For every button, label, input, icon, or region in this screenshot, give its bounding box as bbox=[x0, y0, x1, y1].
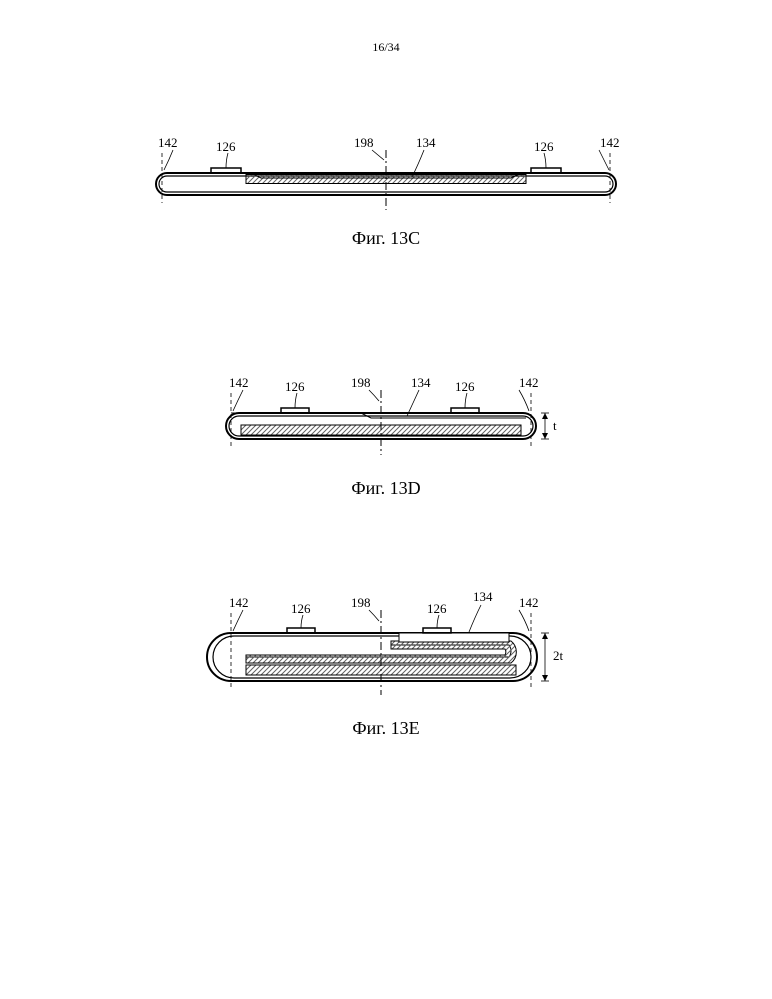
figure-13d-caption: Фиг. 13D bbox=[0, 478, 772, 499]
figure-13c-caption: Фиг. 13C bbox=[0, 228, 772, 249]
ref-142-right: 142 bbox=[600, 135, 620, 151]
ref-142-left: 142 bbox=[229, 375, 249, 391]
ref-134: 134 bbox=[473, 589, 493, 605]
figure-13d-drawing: 142 142 126 126 198 134 t bbox=[191, 365, 581, 470]
ref-142-right: 142 bbox=[519, 375, 539, 391]
figure-13d: 142 142 126 126 198 134 t Фиг. 13D bbox=[0, 365, 772, 499]
figure-13e-drawing: 142 142 126 126 198 134 2t bbox=[191, 585, 581, 710]
ref-198: 198 bbox=[351, 595, 371, 611]
ref-142-left: 142 bbox=[158, 135, 178, 151]
ref-134: 134 bbox=[411, 375, 431, 391]
patent-page: 16/34 bbox=[0, 0, 772, 999]
page-number: 16/34 bbox=[0, 40, 772, 55]
figure-13e-caption: Фиг. 13E bbox=[0, 718, 772, 739]
thickness-2t: 2t bbox=[553, 648, 563, 664]
ref-126-left: 126 bbox=[216, 139, 236, 155]
ref-198: 198 bbox=[354, 135, 374, 151]
figure-13c-drawing: 142 142 126 126 198 134 bbox=[126, 125, 646, 220]
ref-198: 198 bbox=[351, 375, 371, 391]
thickness-t: t bbox=[553, 418, 557, 434]
ref-126-left: 126 bbox=[291, 601, 311, 617]
ref-134: 134 bbox=[416, 135, 436, 151]
ref-126-left: 126 bbox=[285, 379, 305, 395]
figure-13e: 142 142 126 126 198 134 2t Фиг. 13E bbox=[0, 585, 772, 739]
ref-126-right: 126 bbox=[455, 379, 475, 395]
figure-13c: 142 142 126 126 198 134 Фиг. 13C bbox=[0, 125, 772, 249]
ref-142-right: 142 bbox=[519, 595, 539, 611]
ref-126-right: 126 bbox=[427, 601, 447, 617]
ref-142-left: 142 bbox=[229, 595, 249, 611]
ref-126-right: 126 bbox=[534, 139, 554, 155]
